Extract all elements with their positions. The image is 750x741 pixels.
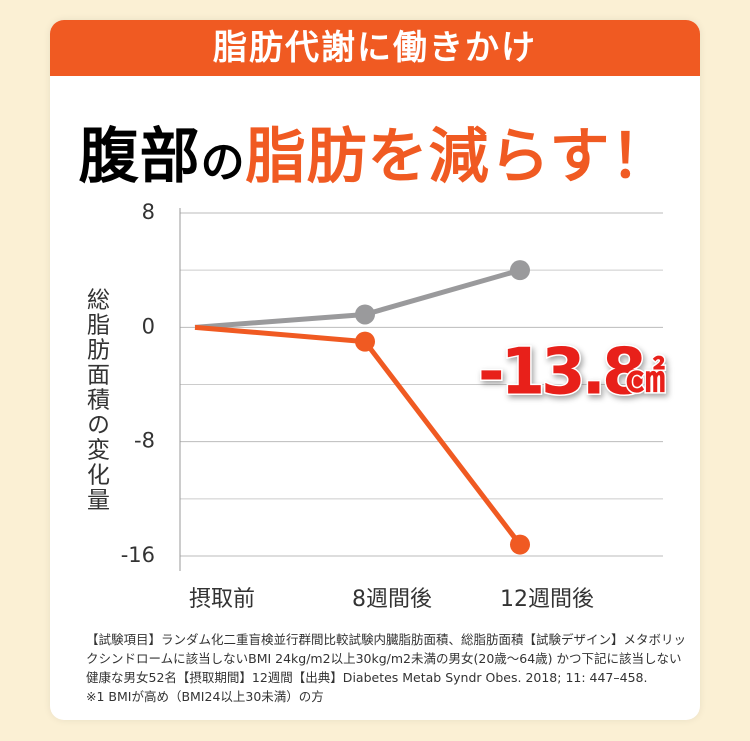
headline: 腹部の脂肪を減らす！ bbox=[0, 108, 750, 195]
x-tick-label: 12週間後 bbox=[500, 587, 594, 612]
x-tick-label: 8週間後 bbox=[352, 587, 432, 612]
headline-part: 脂肪を減らす！ bbox=[245, 122, 672, 192]
series-line bbox=[194, 324, 522, 547]
headline-part: 腹部 bbox=[78, 122, 201, 192]
annotation: -13.8 ㎠ bbox=[477, 334, 667, 411]
y-tick-label: 8 bbox=[142, 200, 155, 224]
headline-part: の bbox=[200, 137, 246, 188]
x-tick-label: 摂取前 bbox=[189, 587, 255, 612]
footnote-line: クシンドロームに該当しないBMI 24kg/m2以上30kg/m2未満の男女(2… bbox=[86, 651, 682, 666]
banner: 脂肪代謝に働きかけ bbox=[50, 20, 700, 76]
footnote-line: ※1 BMIが高め（BMI24以上30未満）の方 bbox=[86, 689, 324, 704]
point bbox=[355, 331, 375, 352]
annotation-unit: ㎠ bbox=[625, 355, 665, 401]
footnote-line: 【試験項目】ランダム化二重盲検並行群間比較試験内臓脂肪面積、総脂肪面積【試験デザ… bbox=[86, 632, 687, 647]
footnote-line: 健康な男女52名【摂取期間】12週間【出典】Diabetes Metab Syn… bbox=[86, 670, 648, 685]
y-axis-label: 総脂肪面積の変化量 bbox=[83, 288, 111, 513]
footnotes: 【試験項目】ランダム化二重盲検並行群間比較試験内臓脂肪面積、総脂肪面積【試験デザ… bbox=[86, 630, 686, 706]
point bbox=[510, 260, 530, 281]
card bbox=[50, 20, 700, 720]
y-tick-label: -16 bbox=[121, 543, 155, 567]
y-tick-label: -8 bbox=[134, 429, 155, 453]
annotation-value: -13.8 bbox=[478, 336, 643, 410]
point bbox=[355, 304, 375, 325]
point bbox=[510, 534, 530, 555]
y-tick-label: 0 bbox=[142, 314, 155, 338]
